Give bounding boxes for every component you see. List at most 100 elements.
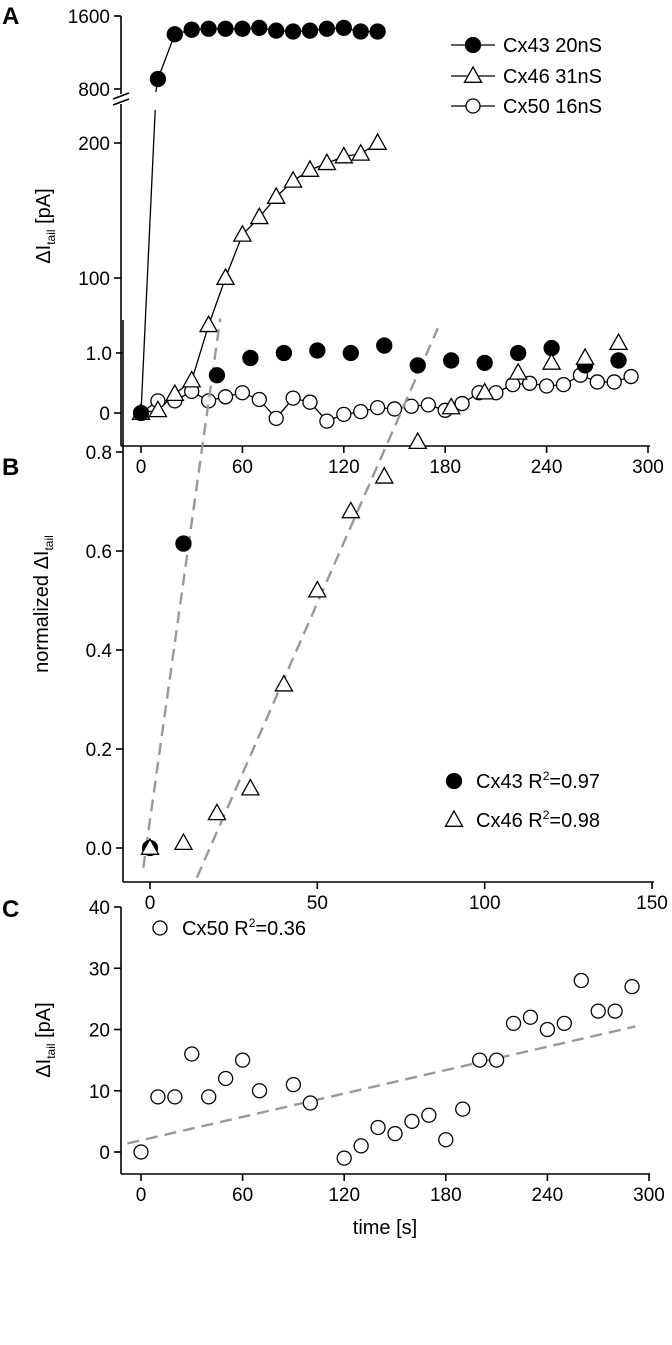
panel-a-point bbox=[165, 383, 185, 402]
panel-a-point bbox=[217, 20, 234, 37]
panel-b-point bbox=[476, 354, 493, 372]
panel-a-point bbox=[284, 23, 302, 40]
panel-a-point bbox=[318, 20, 336, 37]
panel-a-point bbox=[182, 370, 202, 388]
panel-a-point bbox=[369, 23, 386, 40]
panel-a: 0 60 120 180 240 300 0 100 200 800 1600 ΔItail [pA]… bbox=[33, 7, 664, 478]
panel-c-y-tick-label: 20 bbox=[89, 1021, 110, 1042]
panel-b-fit-line bbox=[195, 327, 439, 879]
panel-a-point bbox=[198, 314, 219, 333]
panel-a-y-tick-label: 100 bbox=[78, 269, 110, 290]
panel-b-point bbox=[341, 501, 361, 519]
panel-letter-a: A bbox=[2, 3, 19, 30]
panel-b-legend-cx43-marker bbox=[445, 772, 463, 790]
panel-c-point bbox=[184, 1046, 200, 1062]
panel-b-point bbox=[608, 332, 629, 351]
panel-c-point bbox=[218, 1070, 234, 1087]
panel-a-y-tick-label: 0 bbox=[99, 404, 110, 425]
panel-a-point bbox=[367, 132, 388, 150]
panel-c-point bbox=[488, 1052, 505, 1068]
panel-b-point bbox=[342, 344, 359, 362]
panel-a-legend-label: Cx46 31nS bbox=[503, 66, 602, 88]
panel-a-legend-marker bbox=[464, 36, 482, 54]
panel-b-point bbox=[140, 837, 160, 855]
panel-a-point bbox=[334, 146, 354, 164]
panel-c-point bbox=[167, 1089, 183, 1105]
panel-c: 0 60 120 180 240 300 0 10 20 30 40 time [s] ΔItail [… bbox=[33, 898, 665, 1239]
panel-b-x-tick-label: 100 bbox=[469, 893, 501, 914]
panel-a-point bbox=[352, 23, 369, 40]
panel-a-x-tick-label: 60 bbox=[232, 457, 253, 478]
panel-a-point bbox=[420, 397, 436, 413]
panel-a-point bbox=[538, 378, 555, 394]
panel-b-y-axis-label: normalized ΔItail bbox=[31, 535, 56, 673]
panel-a-axis-break-mark bbox=[112, 92, 130, 100]
panel-a-y-tick-label: 1600 bbox=[68, 7, 110, 28]
panel-b-x-tick-label: 150 bbox=[636, 893, 668, 914]
panel-a-point bbox=[369, 399, 386, 416]
panel-a-point bbox=[285, 390, 301, 406]
panel-a-point bbox=[166, 26, 183, 43]
panel-a-point bbox=[301, 22, 319, 39]
panel-c-x-tick-label: 180 bbox=[430, 1185, 462, 1206]
panel-b-point bbox=[274, 674, 294, 692]
panel-c-point bbox=[624, 978, 640, 995]
panel-a-legend-marker bbox=[463, 65, 483, 83]
panel-b-fit-line bbox=[142, 318, 222, 868]
panel-c-x-tick-label: 240 bbox=[532, 1185, 564, 1206]
panel-letter-c: C bbox=[2, 896, 19, 923]
panel-a-y-tick-label: 800 bbox=[78, 80, 110, 101]
panel-b-point bbox=[208, 367, 226, 384]
panel-a-point bbox=[317, 152, 337, 171]
panel-c-legend-cx50-marker bbox=[152, 920, 168, 936]
panel-c-point bbox=[539, 1021, 556, 1038]
panel-a-point bbox=[606, 374, 622, 390]
panel-c-point bbox=[150, 1089, 166, 1105]
panel-c-point bbox=[387, 1125, 403, 1142]
panel-a-legend-marker bbox=[465, 98, 481, 114]
panel-c-y-tick-label: 30 bbox=[89, 959, 110, 980]
panel-a-point bbox=[555, 376, 572, 393]
panel-b-point bbox=[309, 342, 326, 359]
panel-c-point bbox=[556, 1015, 572, 1032]
panel-b-y-tick-label: 0.2 bbox=[86, 740, 112, 761]
panel-c-y-tick-label: 40 bbox=[89, 898, 110, 919]
panel-b-point bbox=[242, 349, 259, 367]
panel-c-legend-cx50-label: Cx50 R2=0.36 bbox=[182, 916, 306, 940]
panel-c-point bbox=[285, 1076, 302, 1093]
panel-a-point bbox=[386, 401, 403, 417]
panel-c-point bbox=[404, 1113, 420, 1130]
panel-b-point bbox=[240, 778, 261, 796]
panel-b-y-tick-label: 0.6 bbox=[86, 542, 112, 563]
panel-c-fit-line bbox=[127, 1025, 636, 1145]
panel-a-legend-label: Cx50 16nS bbox=[503, 96, 602, 118]
panel-b-point bbox=[175, 535, 192, 552]
panel-b: 0 50 100 150 0.0 0.2 0.4 0.6 0.8 1.0 normalized ΔI… bbox=[31, 318, 668, 914]
panel-b-point bbox=[307, 580, 327, 598]
panel-b-point bbox=[541, 352, 562, 370]
panel-a-point bbox=[217, 389, 234, 405]
panel-a-point bbox=[149, 70, 167, 88]
panel-c-point bbox=[421, 1107, 437, 1123]
panel-c-point bbox=[455, 1101, 471, 1117]
panel-a-series-line bbox=[140, 142, 378, 414]
panel-a-point bbox=[266, 186, 286, 204]
panel-a-point bbox=[234, 20, 251, 37]
panel-b-y-tick-label: 0.8 bbox=[86, 443, 112, 464]
panel-b-legend-cx46-label: Cx46 R2=0.98 bbox=[476, 808, 600, 832]
panel-b-y-tick-label: 1.0 bbox=[86, 344, 112, 365]
panel-b-point bbox=[475, 382, 495, 400]
panel-c-point bbox=[590, 1003, 606, 1019]
panel-b-point bbox=[409, 357, 426, 374]
panel-a-point bbox=[319, 413, 335, 429]
panel-c-y-tick-label: 0 bbox=[99, 1143, 110, 1164]
panel-b-point bbox=[610, 352, 627, 369]
panel-c-x-tick-label: 120 bbox=[328, 1185, 360, 1206]
panel-c-point bbox=[573, 972, 589, 989]
panel-letter-b: B bbox=[2, 454, 19, 481]
panel-b-x-tick-label: 50 bbox=[307, 893, 328, 914]
panel-a-point bbox=[251, 19, 268, 37]
panel-c-point bbox=[438, 1132, 454, 1148]
panel-a-point bbox=[522, 375, 538, 391]
